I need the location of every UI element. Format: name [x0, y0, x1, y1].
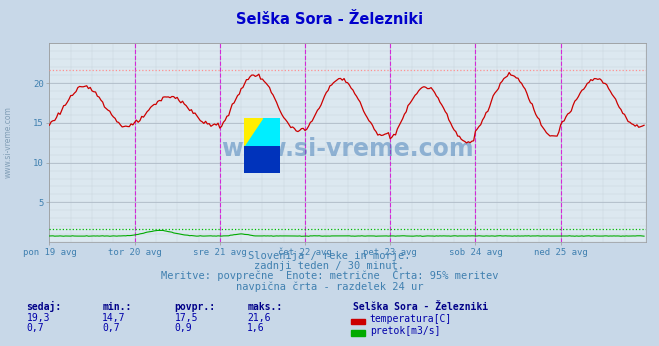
Text: 0,7: 0,7 — [26, 324, 44, 334]
Text: 19,3: 19,3 — [26, 313, 50, 323]
Text: Selška Sora - Železniki: Selška Sora - Železniki — [353, 302, 488, 312]
Text: Slovenija / reke in morje.: Slovenija / reke in morje. — [248, 251, 411, 261]
Text: 1,6: 1,6 — [247, 324, 265, 334]
Bar — [244, 145, 280, 173]
Text: 14,7: 14,7 — [102, 313, 126, 323]
Text: Selška Sora - Železniki: Selška Sora - Železniki — [236, 12, 423, 27]
Text: Meritve: povprečne  Enote: metrične  Črta: 95% meritev: Meritve: povprečne Enote: metrične Črta:… — [161, 269, 498, 281]
Text: sedaj:: sedaj: — [26, 301, 61, 312]
Text: min.:: min.: — [102, 302, 132, 312]
Text: temperatura[C]: temperatura[C] — [370, 314, 452, 324]
Text: 0,9: 0,9 — [175, 324, 192, 334]
Text: maks.:: maks.: — [247, 302, 282, 312]
Polygon shape — [244, 118, 262, 145]
Text: navpična črta - razdelek 24 ur: navpična črta - razdelek 24 ur — [236, 281, 423, 292]
Bar — [351, 319, 365, 324]
Text: 17,5: 17,5 — [175, 313, 198, 323]
Text: povpr.:: povpr.: — [175, 302, 215, 312]
Text: 0,7: 0,7 — [102, 324, 120, 334]
Text: www.si-vreme.com: www.si-vreme.com — [221, 137, 474, 161]
Text: 21,6: 21,6 — [247, 313, 271, 323]
Text: zadnji teden / 30 minut.: zadnji teden / 30 minut. — [254, 261, 405, 271]
Text: pretok[m3/s]: pretok[m3/s] — [370, 326, 440, 336]
Text: www.si-vreme.com: www.si-vreme.com — [3, 106, 13, 178]
Bar — [351, 330, 365, 336]
Polygon shape — [244, 118, 280, 145]
